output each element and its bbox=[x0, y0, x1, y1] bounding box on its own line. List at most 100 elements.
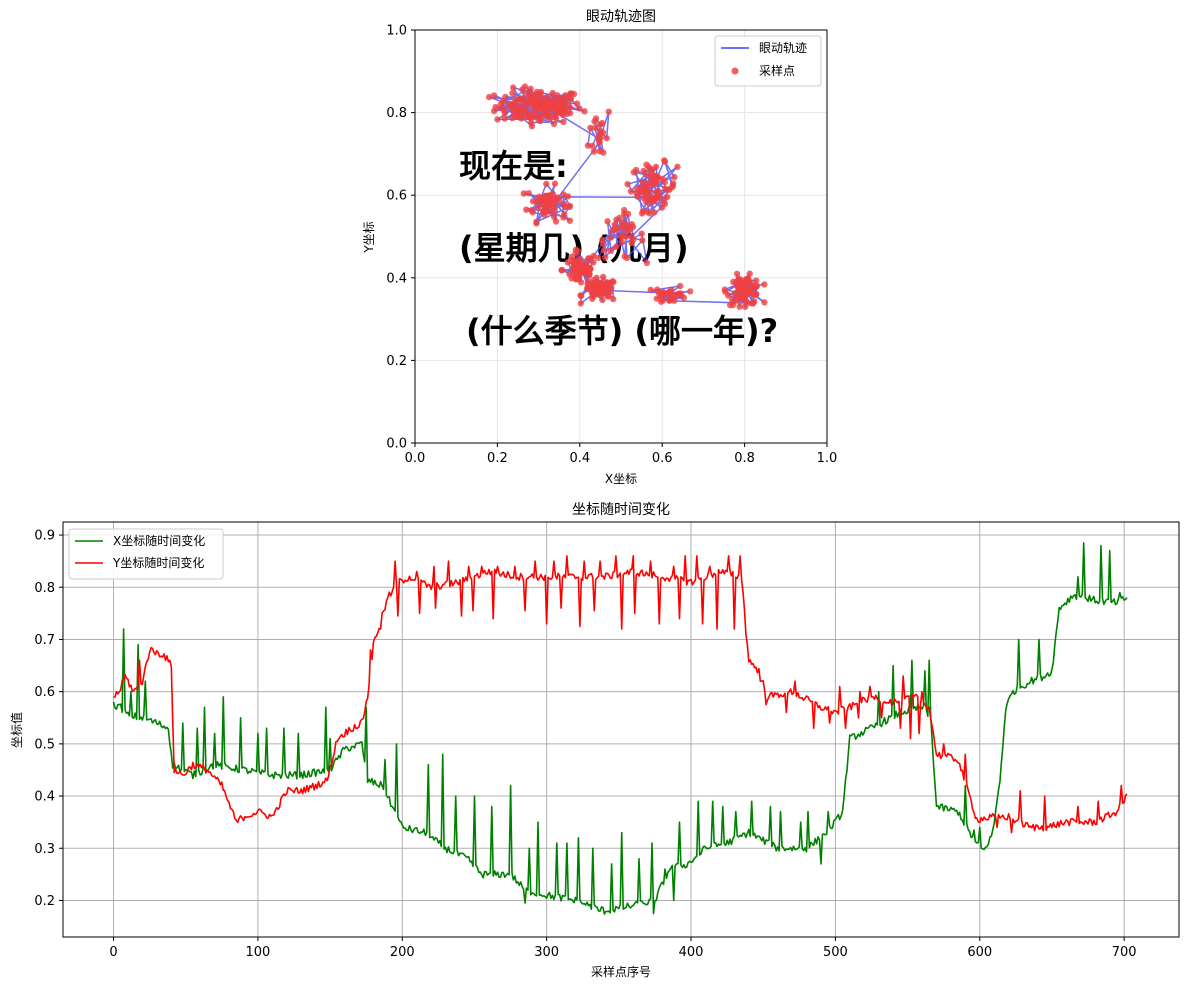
top-x-tick-label-3: 0.6 bbox=[652, 451, 673, 466]
sample-point bbox=[610, 278, 617, 286]
sample-point bbox=[617, 233, 624, 240]
sample-point bbox=[743, 290, 751, 297]
stimulus-line-1: 现在是: bbox=[459, 147, 568, 185]
sample-point bbox=[538, 112, 545, 120]
sample-point bbox=[501, 115, 508, 122]
sample-point bbox=[646, 210, 653, 217]
sample-point bbox=[639, 237, 646, 244]
top-x-tick-label-2: 0.4 bbox=[569, 451, 590, 466]
sample-point bbox=[530, 94, 538, 101]
sample-point bbox=[523, 206, 530, 213]
sample-point bbox=[674, 163, 681, 170]
sample-point bbox=[600, 149, 607, 156]
sample-point bbox=[638, 230, 645, 237]
sample-point bbox=[640, 167, 647, 175]
bottom-chart-title: 坐标随时间变化 bbox=[572, 502, 670, 518]
sample-point bbox=[512, 105, 519, 113]
sample-point bbox=[515, 113, 522, 121]
sample-point bbox=[643, 161, 650, 168]
sample-point bbox=[734, 295, 741, 302]
sample-point bbox=[539, 101, 547, 108]
sample-point bbox=[687, 288, 694, 295]
sample-point bbox=[605, 293, 612, 300]
sample-point bbox=[573, 100, 581, 107]
sample-point bbox=[590, 259, 597, 266]
sample-point bbox=[590, 148, 598, 155]
sample-point bbox=[661, 158, 669, 165]
sample-point bbox=[613, 216, 620, 223]
sample-point bbox=[599, 273, 607, 281]
sample-point bbox=[676, 282, 684, 290]
y-series-line bbox=[113, 555, 1128, 834]
sample-point bbox=[647, 172, 654, 179]
sample-point bbox=[627, 188, 635, 195]
sample-point bbox=[607, 247, 615, 254]
sample-point bbox=[639, 178, 646, 186]
sample-point bbox=[505, 101, 512, 108]
sample-point bbox=[545, 111, 552, 118]
sample-point bbox=[589, 291, 596, 298]
sample-point bbox=[609, 227, 616, 234]
bottom-x-ticks: 0 100 200 300 400 500 600 700 bbox=[109, 937, 1137, 960]
sample-point bbox=[641, 188, 648, 196]
legend-label-x-series: X坐标随时间变化 bbox=[113, 533, 205, 548]
sample-point bbox=[582, 260, 590, 268]
bottom-y-tick-label-6: 0.8 bbox=[34, 581, 55, 596]
top-y-tick-label-2: 0.4 bbox=[386, 271, 407, 286]
sample-point bbox=[748, 300, 756, 307]
sample-point bbox=[550, 120, 558, 128]
top-plot-frame bbox=[414, 29, 828, 444]
sample-point bbox=[654, 286, 661, 293]
sample-point bbox=[603, 279, 611, 286]
sample-point bbox=[669, 182, 676, 189]
sample-point bbox=[486, 93, 493, 101]
sample-point bbox=[528, 119, 535, 126]
sample-point bbox=[566, 271, 573, 278]
sample-point bbox=[603, 135, 610, 142]
stimulus-line-3: (什么季节) (哪一年)? bbox=[466, 312, 778, 350]
sample-point bbox=[619, 221, 626, 228]
sample-point bbox=[610, 295, 617, 303]
sample-point bbox=[515, 96, 522, 103]
sample-point bbox=[648, 167, 655, 174]
legend-label-points: 采样点 bbox=[759, 63, 795, 78]
sample-point bbox=[746, 270, 753, 277]
sample-point bbox=[535, 193, 543, 200]
sample-point bbox=[649, 197, 656, 204]
bottom-series-lines bbox=[112, 542, 1128, 915]
sample-point bbox=[651, 178, 658, 185]
sample-point bbox=[761, 299, 768, 306]
legend-swatch-points bbox=[731, 67, 739, 75]
top-y-tick-label-5: 1.0 bbox=[386, 24, 407, 39]
sample-point bbox=[591, 124, 599, 131]
bottom-y-tick-label-0: 0.2 bbox=[34, 894, 55, 909]
sample-point bbox=[518, 106, 525, 114]
sample-point bbox=[736, 285, 743, 293]
sample-point bbox=[733, 270, 741, 278]
sample-point bbox=[599, 296, 606, 303]
sample-point bbox=[576, 105, 583, 112]
sample-point bbox=[510, 84, 517, 91]
sample-point bbox=[568, 266, 576, 273]
sample-point bbox=[658, 293, 666, 300]
sample-point bbox=[643, 259, 651, 267]
bottom-x-tick-label-4: 400 bbox=[679, 945, 704, 960]
sample-point bbox=[561, 203, 569, 211]
sample-point bbox=[509, 114, 516, 122]
sample-point bbox=[560, 191, 567, 198]
sample-point bbox=[566, 202, 574, 210]
eye-trajectory-chart: 眼动轨迹图 现在是: (星期几) (几月) (什么季节) (哪一年)? 0.0 0… bbox=[362, 9, 837, 486]
sample-point bbox=[671, 173, 678, 181]
sample-point bbox=[626, 226, 633, 234]
top-y-axis-label: Y坐标 bbox=[362, 221, 376, 253]
sample-point bbox=[602, 254, 609, 261]
sample-point bbox=[599, 279, 606, 286]
top-y-tick-label-3: 0.6 bbox=[386, 189, 407, 204]
sample-point bbox=[537, 91, 544, 98]
sample-point bbox=[592, 115, 600, 122]
sample-point bbox=[600, 290, 607, 297]
sample-point bbox=[599, 119, 606, 127]
sample-point bbox=[572, 250, 579, 257]
top-x-ticks: 0.0 0.2 0.4 0.6 0.8 1.0 bbox=[405, 443, 837, 466]
